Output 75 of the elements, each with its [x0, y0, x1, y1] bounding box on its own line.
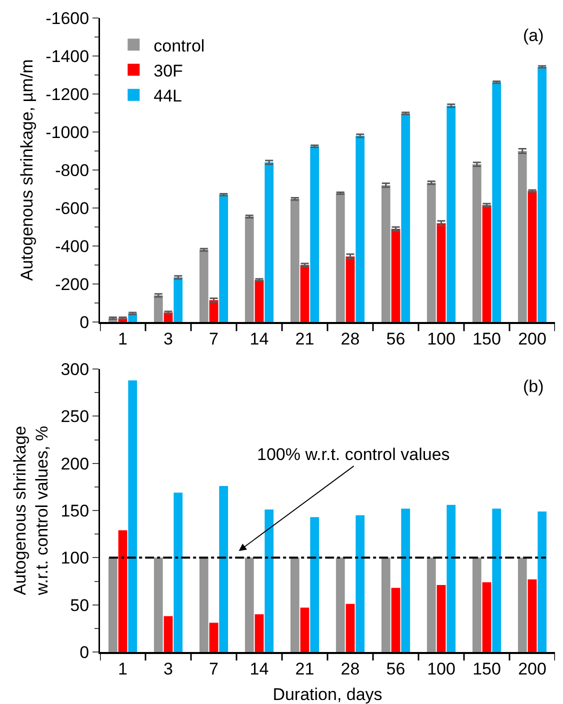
annotation: (b) — [523, 377, 544, 396]
x-tick-label: 14 — [250, 329, 269, 348]
bar — [264, 510, 274, 652]
x-tick-label: 3 — [164, 659, 173, 678]
x-tick-label: 1 — [118, 329, 128, 348]
bar — [391, 588, 400, 652]
y-tick-label: -600 — [55, 198, 90, 218]
x-tick-label: 7 — [209, 659, 218, 678]
y-tick-label: 150 — [60, 501, 90, 520]
bar — [300, 608, 310, 652]
bar — [436, 585, 446, 652]
y-tick-label: 200 — [60, 454, 90, 474]
bar — [346, 604, 355, 652]
x-tick-label: 200 — [518, 659, 546, 678]
x-axis-title: Duration, days — [272, 685, 382, 704]
x-tick-label: 28 — [340, 329, 360, 348]
x-tick-label: 100 — [427, 329, 456, 348]
y-tick-label: 300 — [60, 360, 90, 379]
legend-label: 30F — [154, 61, 183, 80]
bar — [244, 558, 254, 652]
x-tick-label: 7 — [209, 329, 218, 348]
y-tick-label: -1400 — [46, 46, 90, 66]
bar — [518, 558, 527, 652]
bar — [174, 492, 183, 652]
legend-label: control — [154, 36, 205, 56]
bar — [538, 511, 547, 652]
y-tick-label: -1000 — [46, 122, 90, 142]
y-axis-title: Autogenous shrinkage w.r.t. control values, % — [10, 426, 52, 596]
y-tick-label: 0 — [80, 312, 90, 332]
bar — [528, 579, 537, 652]
annotation: (a) — [523, 26, 544, 45]
bar — [254, 614, 264, 652]
bar — [356, 515, 365, 652]
bar — [128, 380, 138, 652]
y-tick-label: -1600 — [46, 8, 90, 28]
x-tick-label: 150 — [472, 329, 501, 348]
bar — [310, 517, 320, 652]
bar — [108, 558, 118, 652]
y-tick-label: -1200 — [46, 84, 90, 104]
y-tick-label: -800 — [55, 160, 90, 180]
x-tick-label: 200 — [518, 329, 546, 348]
bar — [336, 558, 345, 652]
x-tick-label: 14 — [250, 659, 269, 678]
bar — [199, 558, 208, 652]
bar — [381, 558, 390, 652]
legend-label: 44L — [154, 86, 182, 106]
bar — [154, 558, 163, 652]
bar — [492, 508, 502, 652]
annotation: 100% w.r.t. control values — [257, 445, 450, 464]
bar — [219, 486, 228, 652]
bar — [164, 616, 173, 652]
bar — [209, 622, 218, 652]
x-tick-label: 3 — [164, 329, 173, 348]
x-tick-label: 56 — [386, 329, 406, 348]
y-axis-title: Autogenous shrinkage, µm/m — [17, 59, 36, 281]
x-tick-label: 100 — [427, 659, 456, 678]
bar — [482, 582, 492, 652]
y-tick-label: -200 — [55, 274, 90, 294]
bar — [426, 558, 436, 652]
y-tick-label: 0 — [80, 642, 90, 662]
x-tick-label: 21 — [295, 329, 314, 348]
y-tick-label: 50 — [70, 596, 90, 615]
bar — [290, 558, 300, 652]
y-tick-label: 250 — [60, 407, 90, 426]
bar — [472, 558, 482, 652]
y-tick-label: -400 — [55, 236, 90, 256]
bar — [118, 530, 128, 652]
bar — [401, 508, 410, 652]
y-tick-label: 100 — [60, 548, 90, 568]
x-tick-label: 28 — [340, 659, 360, 678]
x-tick-label: 56 — [386, 659, 406, 678]
bar — [446, 504, 456, 652]
x-tick-label: 150 — [472, 659, 501, 678]
x-tick-label: 1 — [118, 659, 128, 678]
x-tick-label: 21 — [295, 659, 314, 678]
